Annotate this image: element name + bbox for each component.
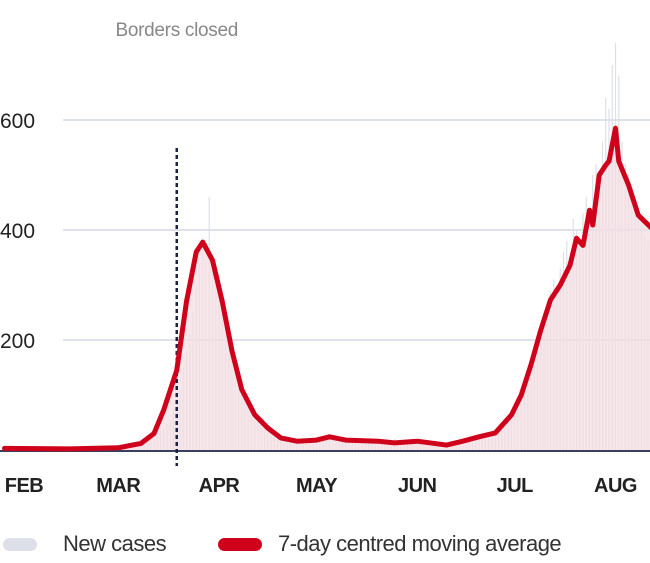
moving-average-line <box>2 125 650 452</box>
legend-label: 7-day centred moving average <box>278 531 562 556</box>
legend: New cases 7-day centred moving average <box>0 528 650 560</box>
x-tick-label: MAR <box>96 475 141 497</box>
x-tick-label: JUL <box>497 475 534 497</box>
legend-item-new-cases: New cases <box>3 528 167 560</box>
moving-average-swatch <box>218 537 262 551</box>
y-tick-label: 200 <box>0 330 35 353</box>
x-tick-label: JUN <box>398 475 437 497</box>
legend-item-moving-average: 7-day centred moving average <box>218 528 562 560</box>
new-cases-area <box>4 128 650 450</box>
y-tick-label: 400 <box>0 220 35 243</box>
x-tick-label: MAY <box>296 475 338 497</box>
y-axis-ticks: 200 400 600 <box>0 110 35 353</box>
y-tick-label: 600 <box>0 110 35 133</box>
new-cases-swatch <box>3 537 37 551</box>
x-tick-label: AUG <box>594 475 637 497</box>
legend-label: New cases <box>63 531 167 556</box>
borders-closed-label: Borders closed <box>115 20 238 41</box>
x-axis-ticks: FEB MAR APR MAY JUN JUL AUG <box>5 475 638 497</box>
x-tick-label: FEB <box>5 475 44 497</box>
x-tick-label: APR <box>199 475 241 497</box>
